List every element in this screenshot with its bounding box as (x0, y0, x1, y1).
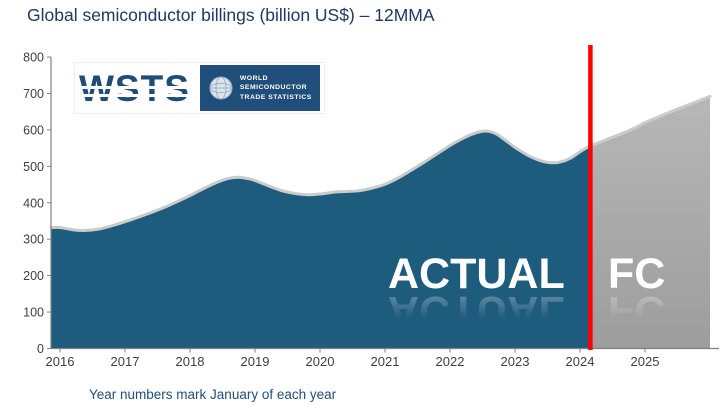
x-tick-label: 2023 (501, 354, 530, 369)
y-tick-label: 400 (23, 196, 44, 210)
y-tick-label: 800 (23, 51, 44, 65)
org-line-3: TRADE STATISTICS (239, 93, 312, 101)
fc-label-text: FC (608, 250, 666, 298)
x-tick-label: 2025 (631, 354, 660, 369)
forecast-area (590, 96, 710, 349)
x-tick-label: 2024 (566, 354, 595, 369)
y-tick-label: 0 (37, 342, 44, 356)
y-tick-label: 200 (23, 269, 44, 283)
y-tick-label: 300 (23, 233, 44, 247)
page-title: Global semiconductor billings (billion U… (27, 5, 435, 25)
actual-top-edge (49, 129, 592, 232)
x-axis-footnote: Year numbers mark January of each year (89, 387, 337, 402)
actual-area (51, 130, 591, 349)
actual-label-reflection: ACTUAL (388, 287, 565, 335)
wsts-logo: WSTS WORLD SEMICONDUCTOR TRADE STATISTIC… (74, 62, 325, 114)
x-tick-label: 2021 (371, 354, 400, 369)
actual-area-label: ACTUAL ACTUAL (388, 250, 565, 336)
actual-label-text: ACTUAL (388, 250, 565, 298)
org-line-1: WORLD (239, 75, 269, 83)
forecast-top-edge (588, 94, 712, 147)
x-tick-label: 2020 (306, 354, 335, 369)
wsts-stencil-stripes (77, 80, 192, 101)
y-tick-label: 700 (23, 87, 44, 101)
fc-label-reflection: FC (608, 287, 666, 335)
x-tick-label: 2016 (46, 354, 75, 369)
wsts-logo-blue-box: WORLD SEMICONDUCTOR TRADE STATISTICS (199, 65, 320, 111)
globe-icon (209, 76, 233, 100)
forecast-area-label: FC FC (608, 250, 666, 336)
x-tick-label: 2022 (436, 354, 465, 369)
y-tick-label: 100 (23, 306, 44, 320)
wsts-org-name: WORLD SEMICONDUCTOR TRADE STATISTICS (240, 74, 312, 102)
x-tick-label: 2017 (111, 354, 140, 369)
org-line-2: SEMICONDUCTOR (239, 84, 308, 92)
x-tick-label: 2018 (176, 354, 205, 369)
y-tick-label: 600 (23, 123, 44, 137)
y-tick-label: 500 (23, 160, 44, 174)
wsts-wordmark: WSTS (77, 70, 192, 107)
x-tick-label: 2019 (241, 354, 270, 369)
